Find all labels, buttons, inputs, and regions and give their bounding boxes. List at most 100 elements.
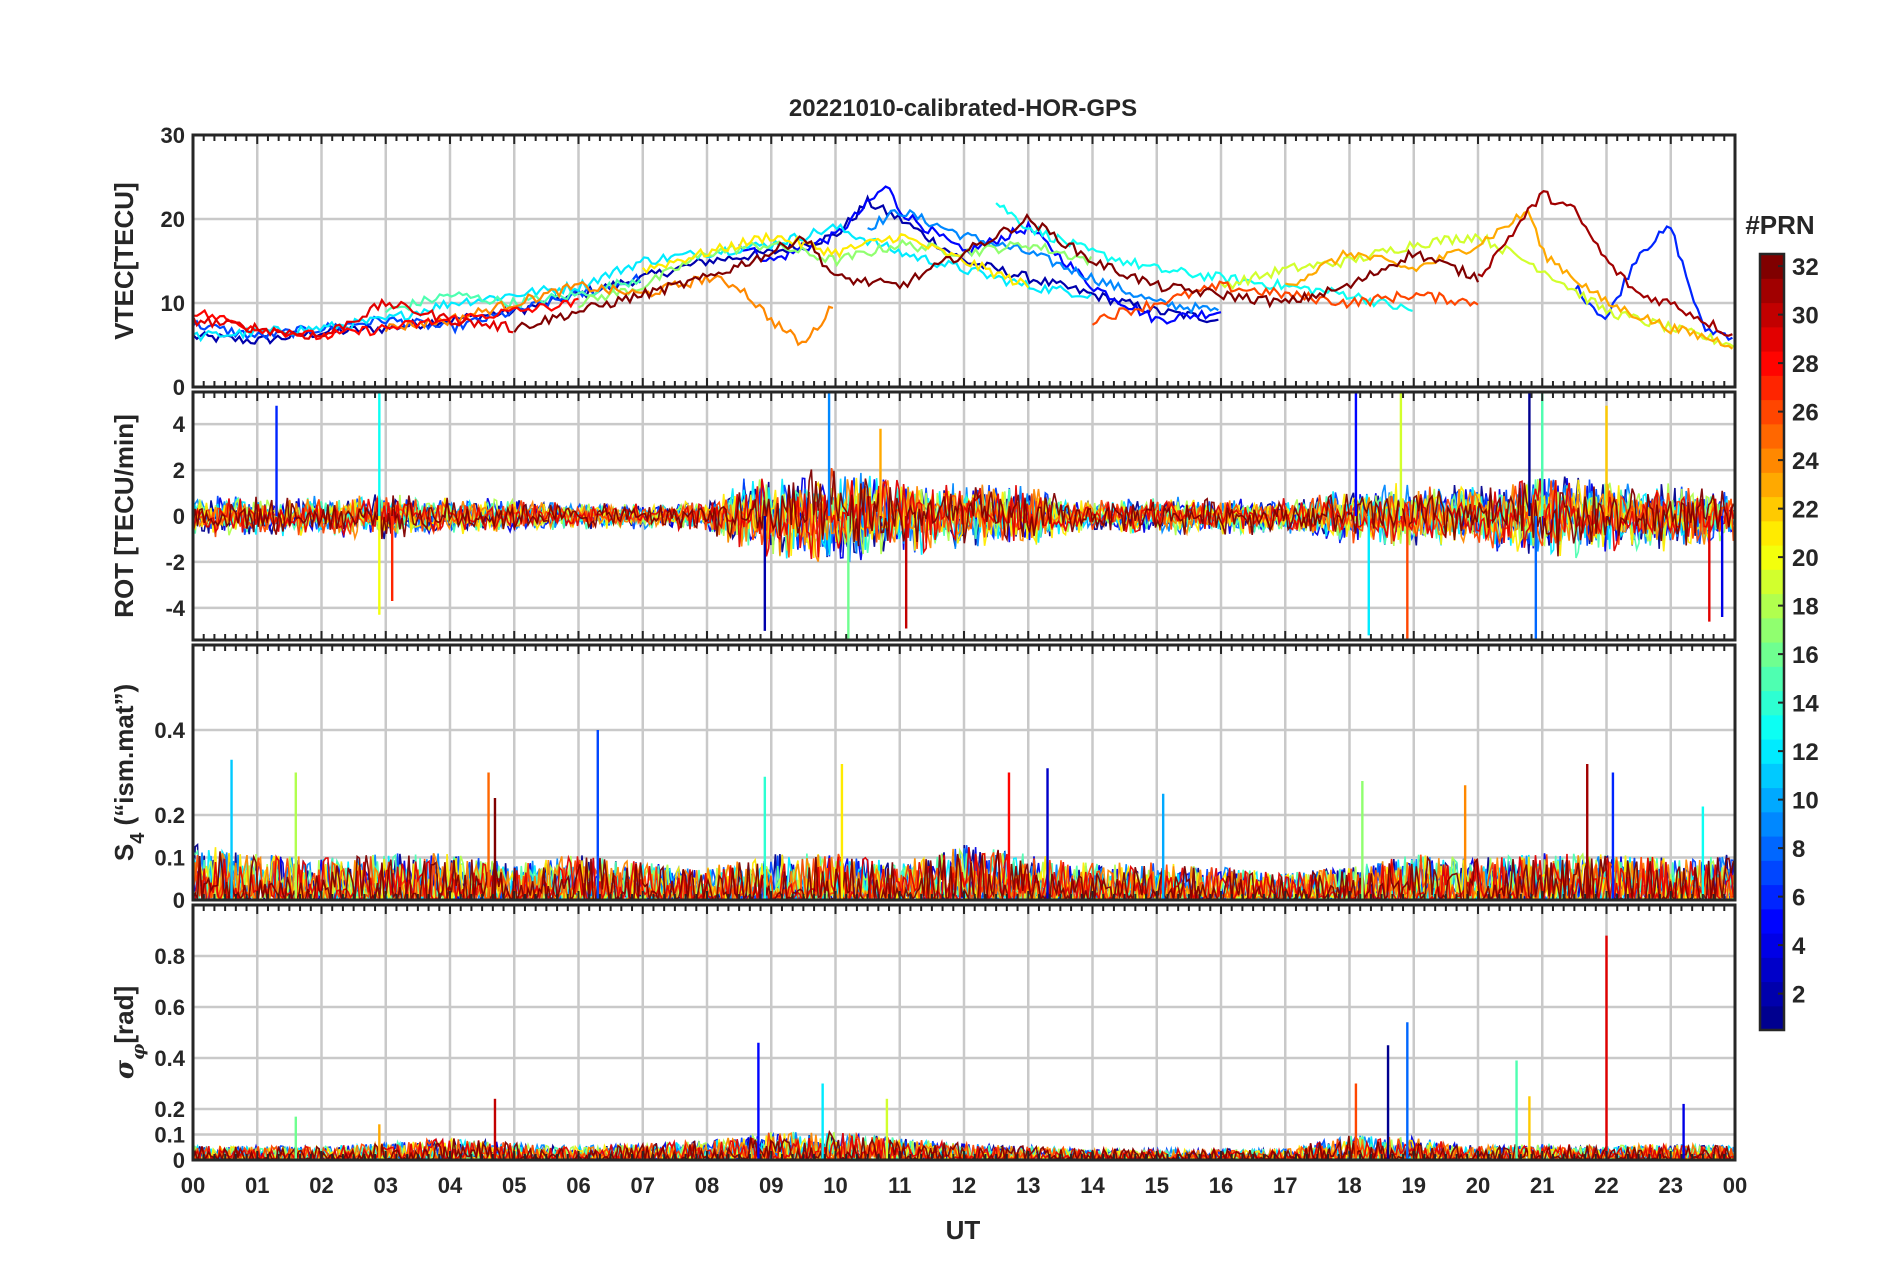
series-prn-24 <box>384 273 834 347</box>
colorbar-segment <box>1760 520 1784 546</box>
colorbar-tick-label: 28 <box>1792 351 1819 378</box>
x-tick-label: 00 <box>1723 1173 1747 1198</box>
grid-lines <box>193 905 1735 1160</box>
colorbar-tick-label: 10 <box>1792 788 1819 815</box>
y-tick-label: 0.1 <box>154 1123 185 1148</box>
panel-3: 0 0.1 0.2 0.4S4 (“ism.mat”) <box>109 643 1737 913</box>
colorbar-segment <box>1760 957 1784 983</box>
series-prn-29 <box>193 297 514 340</box>
y-tick-label: 0 <box>173 1148 185 1173</box>
x-tick-label: 01 <box>245 1173 269 1198</box>
y-axis-label: ROT [TECU/min] <box>109 414 139 618</box>
colorbar-segment <box>1760 472 1784 498</box>
colorbar-segment <box>1760 860 1784 886</box>
x-tick-label: 09 <box>759 1173 783 1198</box>
series-prn-26 <box>1091 280 1479 326</box>
y-axis-label: VTEC[TECU] <box>109 182 139 339</box>
colorbar-segment <box>1760 569 1784 595</box>
colorbar-tick-label: 30 <box>1792 303 1819 330</box>
x-tick-label: 14 <box>1080 1173 1105 1198</box>
y-axis-label: S4 (“ism.mat”) <box>109 684 149 861</box>
y-tick-label: 0.2 <box>154 1097 185 1122</box>
x-axis: 00 01 02 03 04 05 06 07 08 09 10 11 12 13 14 15 16 17 18 19… <box>181 1173 1747 1198</box>
colorbar-tick-label: 22 <box>1792 497 1819 524</box>
series-prn-6 <box>1573 225 1733 342</box>
x-tick-label: 23 <box>1659 1173 1683 1198</box>
series-prn-19 <box>1220 232 1735 348</box>
colorbar-tick-label: 32 <box>1792 254 1819 281</box>
colorbar-tick-label: 2 <box>1792 982 1805 1009</box>
colorbar-tick-label: 16 <box>1792 642 1819 669</box>
colorbar-tick-label: 8 <box>1792 836 1805 863</box>
minor-ticks <box>202 135 1726 387</box>
colorbar-segment <box>1760 811 1784 837</box>
x-tick-label: 02 <box>309 1173 333 1198</box>
colorbar-segment <box>1760 326 1784 352</box>
series-prn-17 <box>578 238 1093 309</box>
data-series <box>193 392 1735 640</box>
colorbar-tick-label: 12 <box>1792 739 1819 766</box>
series-prn-2 <box>193 194 1219 345</box>
y-tick-label: 0.4 <box>154 1046 185 1071</box>
colorbar-tick-label: 24 <box>1792 448 1819 475</box>
series-prn-5 <box>738 185 1222 325</box>
x-tick-label: 06 <box>566 1173 590 1198</box>
minor-ticks <box>202 905 1726 1160</box>
x-tick-label: 16 <box>1209 1173 1233 1198</box>
y-tick-label: 0.2 <box>154 803 185 828</box>
x-tick-label: 00 <box>181 1173 205 1198</box>
x-tick-label: 15 <box>1145 1173 1169 1198</box>
y-tick-label: 2 <box>173 458 185 483</box>
series-prn-13 <box>995 202 1413 312</box>
series-prn-24 <box>193 479 1735 562</box>
panel-4: 00.10.2 0.4 0.6 0.8σφ[rad] <box>109 903 1737 1173</box>
y-axis-label: σφ[rad] <box>109 986 149 1079</box>
colorbar-segment <box>1760 375 1784 401</box>
colorbar-segment <box>1760 714 1784 740</box>
y-tick-label: 0 <box>173 375 185 400</box>
minor-ticks <box>202 392 1726 640</box>
x-tick-label: 13 <box>1016 1173 1040 1198</box>
colorbar-segment <box>1760 763 1784 789</box>
x-tick-label: 10 <box>823 1173 847 1198</box>
y-tick-label: 0 <box>173 888 185 913</box>
y-tick-label: 10 <box>161 291 185 316</box>
series-prn-9 <box>867 208 1219 315</box>
x-tick-label: 17 <box>1273 1173 1297 1198</box>
series-prn-15 <box>385 278 641 314</box>
y-tick-label: -4 <box>165 596 185 621</box>
y-tick-label: 0 <box>173 504 185 529</box>
series-prn-23 <box>1285 209 1734 350</box>
y-tick-label: 0.8 <box>154 944 185 969</box>
colorbar-segment <box>1760 908 1784 934</box>
y-tick-label: 0.1 <box>154 846 185 871</box>
y-tick-label: 30 <box>161 123 185 148</box>
x-tick-label: 03 <box>374 1173 398 1198</box>
minor-ticks <box>202 645 1726 900</box>
colorbar-tick-label: 26 <box>1792 400 1819 427</box>
panel-1: 0 10 20 30 VTEC[TECU] <box>109 123 1737 400</box>
x-tick-label: 19 <box>1402 1173 1426 1198</box>
data-series <box>193 185 1735 350</box>
panel-2: -4 -2 0 2 4 ROT [TECU/min] <box>109 390 1737 642</box>
x-tick-label: 05 <box>502 1173 526 1198</box>
colorbar-tick-label: 4 <box>1792 933 1806 960</box>
colorbar-tick-label: 18 <box>1792 594 1819 621</box>
colorbar-frame <box>1758 252 1786 1032</box>
colorbar-tick-label: 20 <box>1792 545 1819 572</box>
colorbar-segment <box>1760 617 1784 643</box>
series-prn-12 <box>193 223 1092 343</box>
x-tick-label: 12 <box>952 1173 976 1198</box>
x-tick-label: 11 <box>888 1173 911 1198</box>
y-tick-label: 4 <box>173 412 186 437</box>
data-series <box>193 730 1735 900</box>
x-tick-label: 04 <box>438 1173 463 1198</box>
colorbar-title: #PRN <box>1745 210 1814 240</box>
chart-title: 20221010-calibrated-HOR-GPS <box>789 95 1137 122</box>
x-tick-label: 20 <box>1466 1173 1490 1198</box>
series-prn-31 <box>1477 190 1733 337</box>
y-tick-label: 20 <box>161 207 185 232</box>
